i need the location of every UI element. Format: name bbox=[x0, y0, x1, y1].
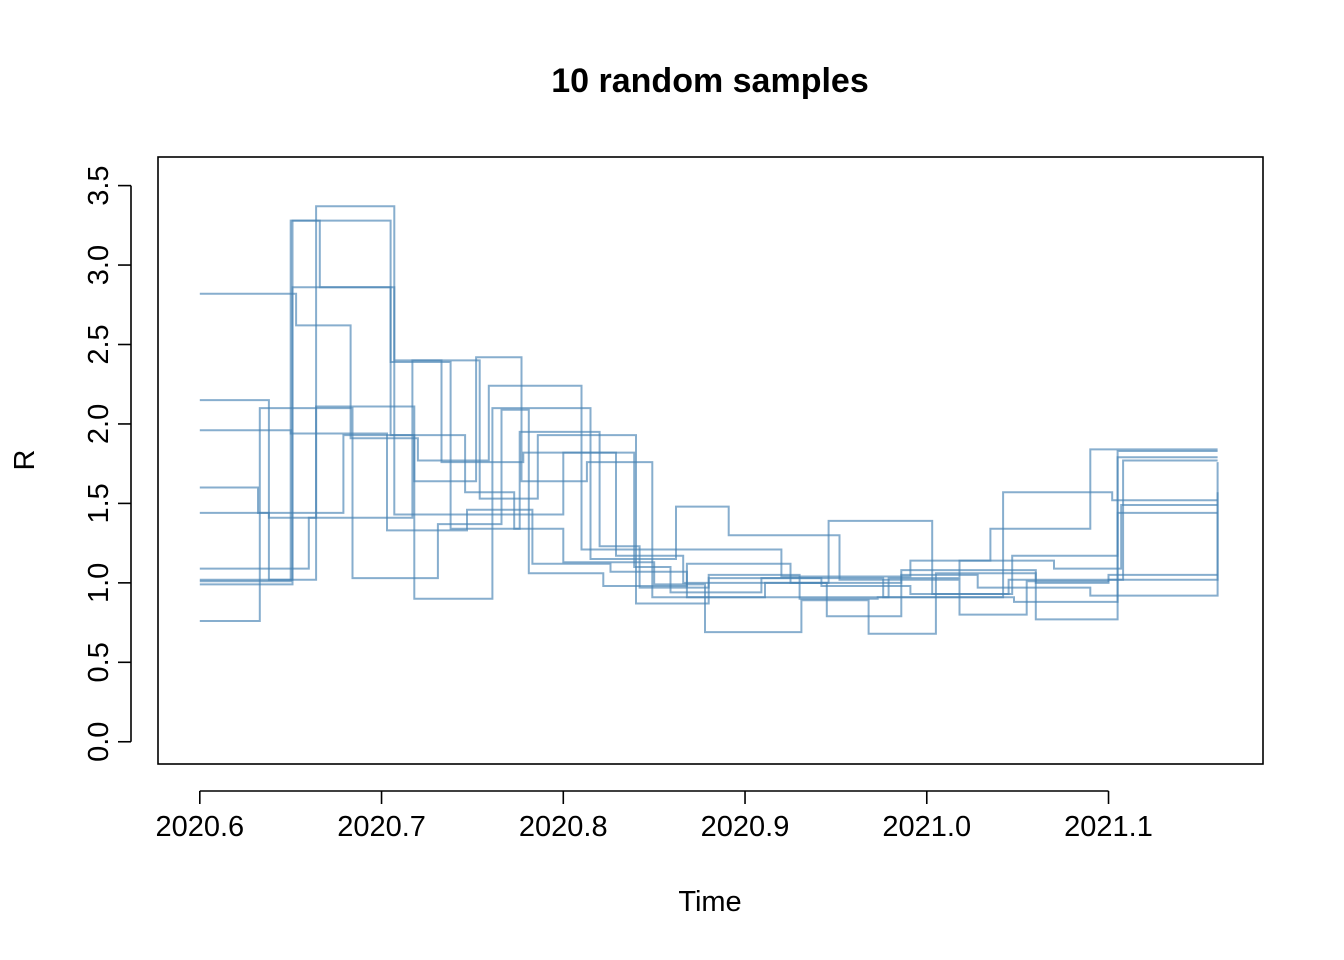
y-axis-label: R bbox=[9, 450, 41, 471]
series-5-line bbox=[199, 407, 1219, 616]
series-10-line bbox=[199, 219, 1218, 635]
x-axis: 2020.6 2020.7 2020.8 2020.9 2021.0 2021.1 bbox=[155, 790, 1153, 843]
y-tick-label: 3.5 bbox=[83, 165, 115, 205]
x-tick-label: 2021.1 bbox=[1064, 811, 1153, 843]
x-axis-label: Time bbox=[678, 886, 741, 918]
y-tick-label: 2.0 bbox=[83, 404, 115, 444]
y-tick-label: 1.5 bbox=[83, 483, 115, 523]
y-tick-label: 1.0 bbox=[83, 563, 115, 603]
x-tick-label: 2020.7 bbox=[337, 811, 426, 843]
y-tick-label: 0.0 bbox=[83, 722, 115, 762]
series-8-line bbox=[199, 407, 1219, 622]
plot-frame bbox=[157, 156, 1264, 765]
y-tick-label: 2.5 bbox=[83, 324, 115, 364]
series-9-line bbox=[199, 359, 1218, 605]
x-tick-label: 2020.6 bbox=[155, 811, 244, 843]
x-tick-label: 2020.8 bbox=[519, 811, 608, 843]
y-axis: 0.0 0.5 1.0 1.5 2.0 2.5 3.0 3.5 bbox=[83, 165, 132, 762]
x-tick-label: 2020.9 bbox=[701, 811, 790, 843]
chart-title: 10 random samples bbox=[551, 62, 868, 100]
series-6-line bbox=[199, 205, 1218, 603]
series-4-line bbox=[199, 292, 1218, 578]
y-tick-label: 0.5 bbox=[83, 642, 115, 682]
series-layer bbox=[199, 205, 1219, 635]
y-tick-label: 3.0 bbox=[83, 245, 115, 285]
x-tick-label: 2021.0 bbox=[882, 811, 971, 843]
